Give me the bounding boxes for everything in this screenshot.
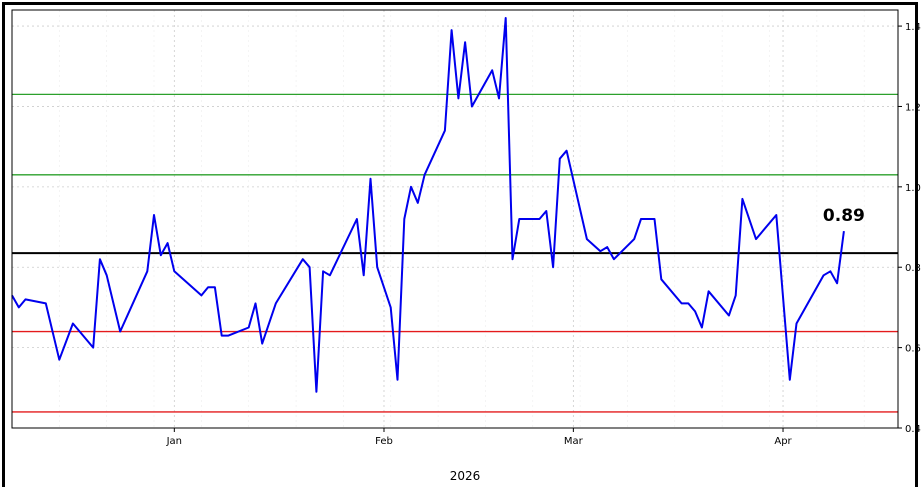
x-tick-label: Apr bbox=[774, 436, 792, 447]
y-axis: 0.4 0.6 0.8 1.0 1.2 1.4 bbox=[898, 22, 921, 435]
y-tick-label: 1.4 bbox=[905, 22, 921, 33]
last-value-label: 0.89 bbox=[823, 206, 865, 226]
y-tick-label: 0.4 bbox=[905, 424, 921, 435]
plot-border bbox=[11, 9, 899, 429]
y-tick-label: 1.2 bbox=[905, 102, 921, 113]
x-tick-label: Mar bbox=[564, 436, 584, 447]
x-tick-label: Feb bbox=[375, 436, 393, 447]
reference-lines bbox=[12, 93, 898, 413]
y-tick-label: 0.6 bbox=[905, 344, 921, 355]
x-axis-label: 2026 bbox=[450, 469, 481, 483]
series-layer bbox=[11, 17, 845, 393]
x-tick-label: Jan bbox=[166, 436, 182, 447]
y-tick-label: 1.0 bbox=[905, 183, 921, 194]
x-axis: Jan Feb Mar Apr bbox=[166, 428, 793, 447]
series-line bbox=[11, 17, 845, 393]
y-tick-label: 0.8 bbox=[905, 263, 921, 274]
